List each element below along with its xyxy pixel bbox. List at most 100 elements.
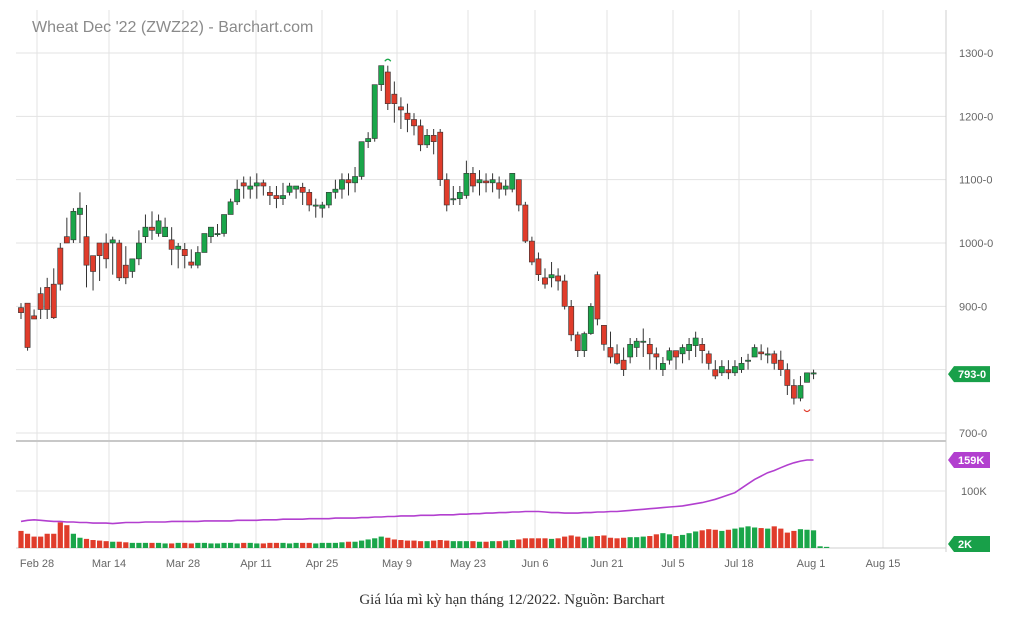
volume-bar — [647, 536, 653, 548]
candle-body — [581, 333, 588, 351]
x-tick-label: Mar 28 — [166, 558, 200, 570]
candle — [522, 201, 529, 243]
volume-bar — [752, 527, 758, 548]
candle-body — [77, 207, 83, 215]
price-tick-label: 700-0 — [959, 428, 987, 440]
volume-bar — [286, 543, 293, 548]
volume-bar — [372, 538, 378, 548]
candle-body — [293, 185, 299, 190]
volume-bar — [424, 541, 430, 548]
candle-body — [679, 347, 686, 355]
x-tick-label: Jul 5 — [661, 558, 684, 570]
candle-body — [476, 179, 483, 184]
candle-body — [535, 258, 542, 275]
candle-body — [450, 198, 457, 201]
candle — [686, 338, 692, 361]
candle — [699, 338, 706, 364]
candle-body — [214, 233, 221, 236]
volume-bar — [77, 537, 83, 548]
candle — [214, 224, 221, 237]
volume-bar — [568, 535, 574, 548]
volume-bar — [791, 530, 797, 548]
candle — [57, 243, 64, 291]
last-price-badge-text: 793-0 — [958, 369, 986, 381]
volume-bar — [404, 540, 411, 548]
candle — [168, 227, 175, 266]
volume-bar — [693, 531, 699, 548]
low-marker — [803, 409, 811, 413]
candle-body — [24, 302, 31, 348]
candle — [319, 201, 326, 218]
volume-bar — [365, 539, 371, 548]
volume-bar — [621, 537, 627, 548]
candle — [247, 176, 254, 199]
last-price-badge: 793-0 — [948, 366, 990, 383]
candle — [142, 214, 149, 243]
candle — [371, 84, 378, 142]
volume-bar — [516, 539, 522, 548]
candle-body — [646, 344, 653, 355]
candle-body — [587, 306, 594, 334]
candle — [194, 246, 201, 269]
volume-bar — [201, 542, 207, 548]
candle-body — [371, 84, 378, 139]
candle-body — [299, 186, 306, 193]
chart-grid — [16, 10, 947, 552]
candle-body — [50, 283, 57, 319]
candle-body — [142, 226, 149, 237]
volume-bar — [555, 538, 561, 548]
candlestick-series — [18, 58, 817, 413]
volume-bar — [359, 540, 365, 548]
candle-body — [319, 204, 326, 209]
candle-body — [607, 347, 614, 358]
candle — [83, 205, 90, 288]
candle — [136, 230, 142, 266]
price-tick-label: 1100-0 — [959, 175, 992, 187]
candle — [463, 160, 470, 199]
candle — [430, 129, 437, 155]
volume-bar — [90, 540, 96, 548]
candle — [201, 233, 208, 253]
candle-body — [194, 252, 201, 266]
figure-caption: Giá lúa mì kỳ hạn tháng 12/2022. Nguồn: … — [359, 592, 665, 608]
candle-body — [312, 204, 319, 207]
candle-body — [31, 315, 37, 320]
candle — [470, 167, 476, 193]
candle — [37, 287, 44, 319]
volume-bar — [234, 543, 240, 548]
chart-title: Wheat Dec '22 (ZWZ22) - Barchart.com — [32, 19, 313, 36]
volume-bar — [673, 536, 679, 548]
volume-bar — [339, 542, 345, 548]
candle — [378, 65, 385, 91]
candle — [692, 331, 699, 357]
candle-body — [188, 261, 195, 266]
candle — [450, 186, 457, 205]
candle — [548, 262, 555, 288]
candle-body — [627, 344, 634, 358]
candle-body — [247, 185, 254, 190]
candle-body — [601, 325, 607, 345]
candle-body — [712, 369, 719, 377]
volume-bar — [319, 542, 325, 548]
candle-body — [653, 353, 660, 358]
candle-body — [70, 211, 77, 241]
candle-body — [57, 247, 64, 285]
x-axis-labels: Feb 28 Mar 14 Mar 28 Apr 11 Apr 25 May 9 May 2… — [20, 558, 901, 570]
volume-bar — [607, 537, 614, 548]
volume-bar — [817, 546, 823, 548]
candle — [489, 173, 496, 193]
candle-body — [136, 242, 142, 260]
price-axis-labels: 700-0 900-0 1000-0 1100-0 1200-0 1300-0 100K — [959, 48, 993, 498]
candle — [476, 170, 483, 196]
volume-bar — [542, 538, 548, 548]
volume-bar — [208, 543, 214, 548]
candle — [424, 129, 430, 148]
volume-bar — [699, 530, 705, 548]
volume-bar — [588, 536, 594, 548]
volume-bar — [378, 536, 384, 548]
candle-body — [286, 185, 293, 193]
x-tick-label: Jun 6 — [522, 558, 549, 570]
volume-bar — [732, 528, 738, 548]
volume-bar — [686, 533, 692, 548]
candle-body — [771, 353, 778, 364]
